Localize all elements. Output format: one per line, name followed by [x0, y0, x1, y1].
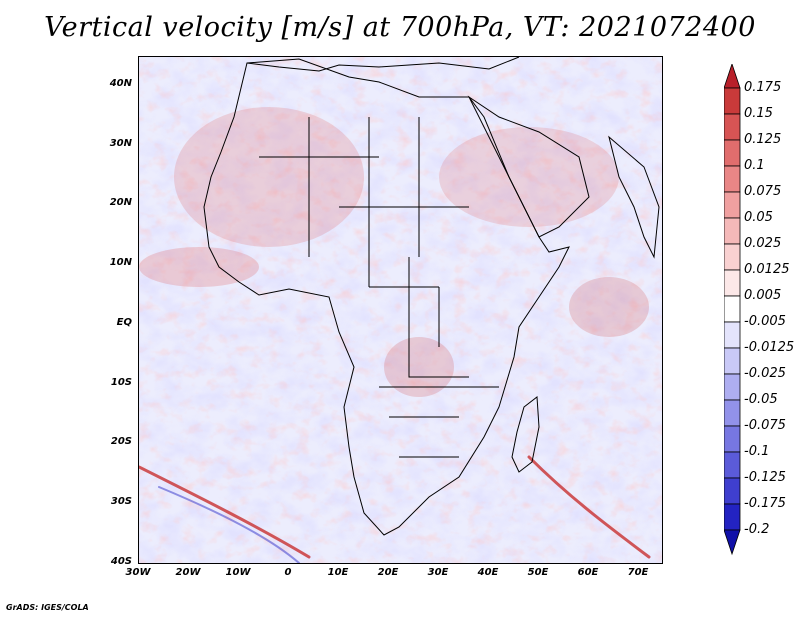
chart-title: Vertical velocity [m/s] at 700hPa, VT: 2… [44, 12, 756, 43]
colorbar-swatch [724, 399, 741, 427]
lon-label: 40E [477, 567, 499, 578]
credit-text: GrADS: IGES/COLA [6, 603, 89, 612]
lon-label: 30W [125, 567, 151, 578]
lon-label: 30E [427, 567, 449, 578]
madagascar-coastline [511, 396, 540, 473]
africa-coastline [203, 58, 570, 536]
colorbar-swatch [724, 503, 741, 531]
lon-label: 20W [175, 567, 201, 578]
lat-label: 10S [110, 377, 132, 388]
colorbar-swatch [724, 217, 741, 245]
colorbar-level-label: 0.175 [744, 80, 782, 95]
frontal-bands [139, 455, 651, 563]
lon-label: 70E [627, 567, 649, 578]
colorbar-swatch [724, 139, 741, 167]
colorbar-swatch [724, 477, 741, 505]
lat-label: 30S [110, 496, 132, 507]
india-coastline [608, 135, 660, 259]
lat-label: 20S [110, 436, 132, 447]
colorbar-level-label: 0.125 [744, 132, 782, 147]
vertical-velocity-map [139, 57, 662, 563]
colorbar-swatch [724, 165, 741, 193]
arabia-coastline [467, 95, 590, 238]
lat-label: 30N [109, 138, 132, 149]
lat-label: 40S [110, 556, 132, 567]
lon-label: 0 [284, 567, 292, 578]
colorbar-swatch [724, 529, 741, 556]
ascent-regions [139, 57, 662, 563]
country-borders [259, 117, 499, 458]
colorbar-swatch [724, 347, 741, 375]
colorbar-level-label: 0.05 [744, 210, 773, 225]
lon-label: 50E [527, 567, 549, 578]
colorbar-swatch [724, 295, 741, 323]
colorbar-level-label: -0.2 [744, 522, 770, 537]
colorbar-swatch [724, 425, 741, 453]
colorbar-swatch [724, 113, 741, 141]
lat-label: 20N [109, 197, 132, 208]
colorbar-level-label: 0.075 [744, 184, 782, 199]
colorbar-level-label: -0.125 [744, 470, 786, 485]
colorbar-level-label: -0.025 [744, 366, 786, 381]
map-panel [138, 56, 663, 564]
colorbar-level-label: -0.1 [744, 444, 770, 459]
colorbar-level-label: -0.0125 [744, 340, 795, 355]
colorbar-swatch [724, 269, 741, 297]
colorbar-swatch [724, 87, 741, 115]
lon-label: 20E [377, 567, 399, 578]
coastlines-and-borders [203, 57, 660, 536]
colorbar-level-label: -0.05 [744, 392, 778, 407]
colorbar-level-label: 0.005 [744, 288, 782, 303]
colorbar-swatch [724, 373, 741, 401]
colorbar-swatch [724, 321, 741, 349]
colorbar-level-label: -0.005 [744, 314, 786, 329]
colorbar-level-label: 0.1 [744, 158, 765, 173]
colorbar-level-label: 0.025 [744, 236, 782, 251]
colorbar-level-label: -0.175 [744, 496, 786, 511]
colorbar-level-label: 0.15 [744, 106, 773, 121]
lon-label: 60E [577, 567, 599, 578]
lon-label: 10W [225, 567, 251, 578]
colorbar-swatch [724, 243, 741, 271]
colorbar-swatch [724, 191, 741, 219]
colorbar: 0.175 0.15 0.125 0.1 0.075 0.05 0.025 0.0125 0.0… [724, 64, 800, 564]
europe-coastline [246, 57, 520, 72]
lat-label: 40N [109, 78, 132, 89]
lat-label: 10N [109, 257, 132, 268]
lon-label: 10E [327, 567, 349, 578]
colorbar-swatches [724, 64, 741, 556]
colorbar-level-label: -0.075 [744, 418, 786, 433]
colorbar-swatch [724, 64, 741, 89]
colorbar-swatch [724, 451, 741, 479]
lat-label: EQ [116, 317, 132, 328]
colorbar-level-label: 0.0125 [744, 262, 790, 277]
